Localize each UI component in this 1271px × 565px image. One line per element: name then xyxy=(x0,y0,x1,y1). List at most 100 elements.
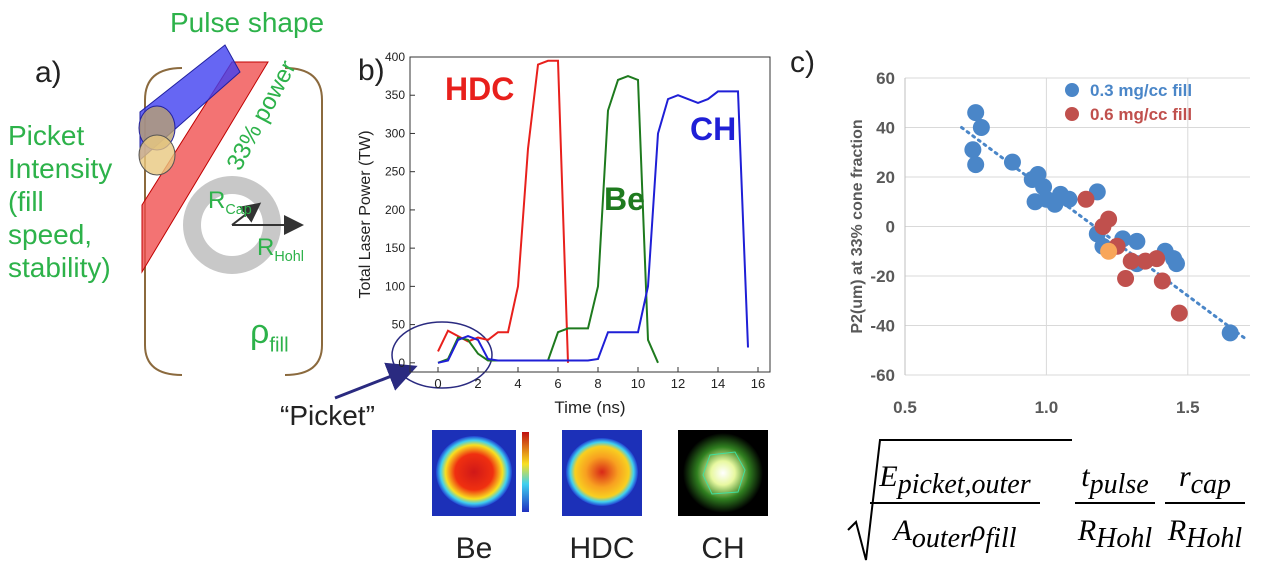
formula-subscript: fill xyxy=(985,523,1016,554)
y-tick-label: 100 xyxy=(385,279,405,293)
formula-symbol: t xyxy=(1081,460,1090,493)
r-cap: RCap xyxy=(208,187,252,218)
rho-fill-sub: fill xyxy=(269,335,288,357)
x-tick-label: 2 xyxy=(474,376,481,391)
point xyxy=(1167,255,1185,273)
x-tick-label: 16 xyxy=(751,376,765,391)
x-tick-label: 1.0 xyxy=(1035,398,1059,417)
r-cap-base: R xyxy=(208,187,225,214)
point xyxy=(964,141,982,159)
image-caption: HDC xyxy=(570,532,635,565)
formula-numerator: Epicket,outer xyxy=(878,460,1030,500)
y-axis-label: P2(um) at 33% cone fraction xyxy=(849,119,866,333)
formula-symbol: ρ xyxy=(970,514,985,547)
plot-frame xyxy=(409,56,771,373)
y-tick-label: 0 xyxy=(886,218,895,237)
formula-subscript: Hohl xyxy=(1095,523,1152,554)
formula-symbol: R xyxy=(1077,514,1096,547)
point xyxy=(1122,252,1140,270)
point xyxy=(1221,324,1239,342)
y-tick-label: 300 xyxy=(385,126,405,140)
y-tick-label: 150 xyxy=(385,241,405,255)
panel-label: c) xyxy=(790,46,815,79)
picket-label: Picket xyxy=(8,120,84,151)
formula-symbol: r xyxy=(1179,460,1191,493)
panel-label: b) xyxy=(358,54,385,87)
point xyxy=(1100,242,1118,260)
y-tick-label: 350 xyxy=(385,88,405,102)
y-tick-label: 40 xyxy=(876,119,895,138)
legend-label: 0.3 mg/cc fill xyxy=(1090,81,1192,100)
hohlraum-diagram xyxy=(138,44,323,376)
point xyxy=(967,104,985,122)
x-tick-label: 6 xyxy=(554,376,561,391)
point xyxy=(1077,190,1095,208)
y-tick-label: 250 xyxy=(385,165,405,179)
point xyxy=(972,119,990,136)
point xyxy=(967,156,985,174)
x-tick-label: 1.5 xyxy=(1176,398,1200,417)
y-axis-label: Total Laser Power (TW) xyxy=(357,130,374,298)
y-tick-label: -40 xyxy=(870,317,895,336)
image-caption: Be xyxy=(456,532,493,565)
pulse-label: Pulse shape xyxy=(170,7,324,38)
formula-subscript: picket,outer xyxy=(896,469,1031,500)
x-tick-label: 4 xyxy=(514,376,521,391)
y-tick-label: 400 xyxy=(385,50,405,64)
picket-label: stability) xyxy=(8,252,111,283)
series-label: CH xyxy=(690,111,736,147)
y-tick-label: 0 xyxy=(398,356,405,370)
formula-subscript: cap xyxy=(1191,469,1231,500)
picket-label: speed, xyxy=(8,219,92,250)
legend-label: 0.6 mg/cc fill xyxy=(1090,105,1192,124)
y-tick-label: -20 xyxy=(870,267,895,286)
x-axis-label: Time (ns) xyxy=(554,398,625,417)
images xyxy=(432,430,768,516)
x-tick-label: 10 xyxy=(631,376,645,391)
formula-numerator: rcap xyxy=(1179,460,1231,500)
point xyxy=(1148,250,1166,268)
r-hohl-base: R xyxy=(257,234,274,261)
picket-arrow xyxy=(334,362,418,400)
picket-label: Intensity xyxy=(8,153,112,184)
y-tick-label: 20 xyxy=(876,168,895,187)
picket-circle xyxy=(391,321,493,389)
formula-subscript: Hohl xyxy=(1185,523,1242,554)
legend-marker xyxy=(1065,83,1079,97)
formula-numerator: tpulse xyxy=(1081,460,1148,500)
rho-fill-base: ρ xyxy=(250,313,269,351)
y-tick-label: 200 xyxy=(385,203,405,217)
formula-subscript: pulse xyxy=(1088,469,1149,500)
radical xyxy=(847,439,1072,561)
formula-symbol: R xyxy=(1167,514,1186,547)
formula-subscript: outer xyxy=(912,523,971,554)
line-series xyxy=(437,90,749,364)
y-tick-label: 50 xyxy=(392,318,406,332)
r-hohl: RHohl xyxy=(257,234,304,265)
legend-marker xyxy=(1065,107,1079,121)
point xyxy=(1128,232,1146,250)
series-label: Be xyxy=(604,181,645,217)
point xyxy=(1117,269,1135,287)
point xyxy=(1003,153,1021,171)
formula-denominator: Aouterρfill xyxy=(892,514,1017,554)
x-tick-label: 14 xyxy=(711,376,725,391)
formula-denominator: RHohl xyxy=(1167,514,1243,554)
x-tick-label: 0.5 xyxy=(893,398,917,417)
picket-label: (fill xyxy=(8,186,44,217)
image-caption: CH xyxy=(701,532,744,565)
y-tick-label: -60 xyxy=(870,366,895,385)
line-series xyxy=(437,75,659,364)
y-tick-label: 60 xyxy=(876,69,895,88)
r-cap-sub: Cap xyxy=(225,202,251,218)
point xyxy=(1094,218,1112,235)
rho-fill: ρfill xyxy=(250,313,289,357)
x-tick-label: 12 xyxy=(671,376,685,391)
picket-annotation: “Picket” xyxy=(280,400,375,431)
x-tick-label: 8 xyxy=(594,376,601,391)
point xyxy=(1060,190,1078,208)
point xyxy=(1153,272,1171,290)
formula-symbol: E xyxy=(878,460,897,493)
formula-denominator: RHohl xyxy=(1077,514,1153,554)
